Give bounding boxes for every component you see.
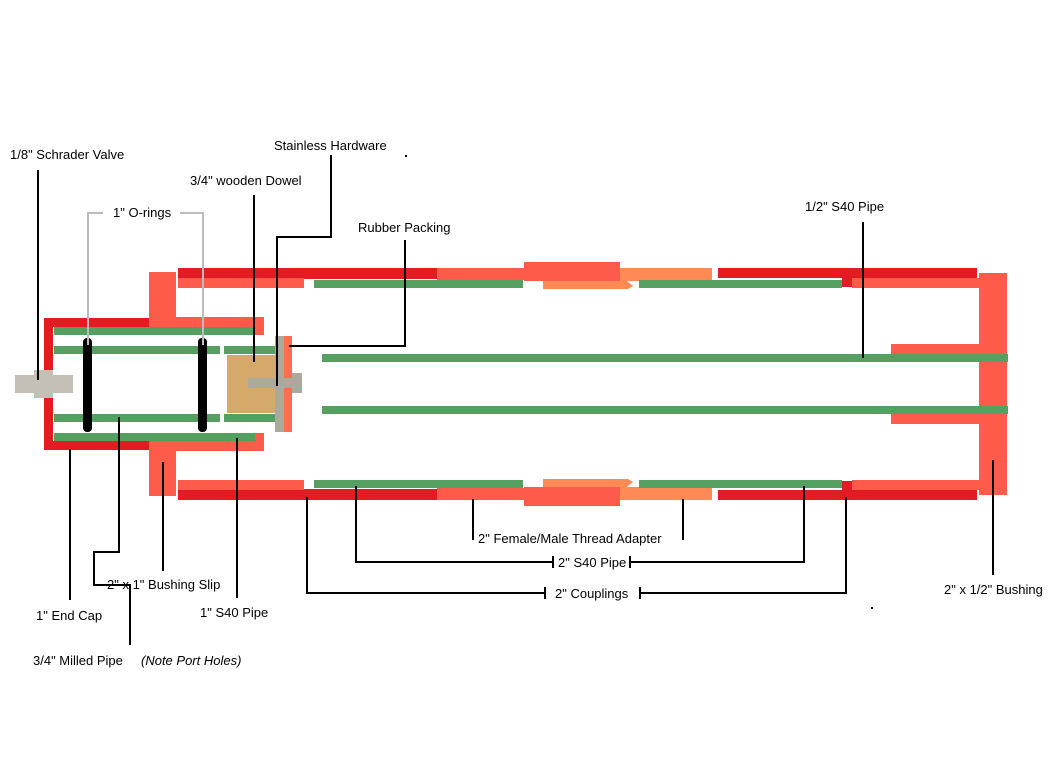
half-bushing-hub <box>891 344 981 354</box>
bushing-slip-flange <box>149 272 176 328</box>
coupling-left <box>178 268 437 279</box>
end-cap-side <box>44 318 53 384</box>
leader-couplings-r <box>640 497 847 594</box>
leader-stainless <box>276 155 332 386</box>
label-rubber-packing: Rubber Packing <box>358 220 451 235</box>
two-s40-pipe-right <box>639 280 842 288</box>
milled-pipe-wall-a <box>54 346 220 354</box>
label-wooden-dowel: 3/4" wooden Dowel <box>190 173 302 188</box>
label-bushing-slip: 2" x 1" Bushing Slip <box>107 577 220 592</box>
two-s40-pipe-left <box>314 280 523 288</box>
leader-milled <box>93 417 131 645</box>
outer-barrel-bottom <box>44 384 1008 506</box>
outer-barrel-top <box>44 262 1008 384</box>
label-o-rings: 1" O-rings <box>113 205 172 220</box>
stray-dot <box>871 607 873 609</box>
thread-adapter-male <box>543 281 633 289</box>
label-two-s40-pipe: 2" S40 Pipe <box>558 555 626 570</box>
coupling-left-socket <box>437 268 525 280</box>
half-bushing-sleeve <box>852 278 979 288</box>
label-milled-pipe-note: (Note Port Holes) <box>141 653 241 668</box>
o-ring-2 <box>198 338 207 432</box>
label-couplings: 2" Couplings <box>555 586 629 601</box>
end-cap-wall <box>44 318 149 327</box>
label-half-bushing: 2" x 1/2" Bushing <box>944 582 1043 597</box>
half-s40-pipe-wall <box>322 354 1008 362</box>
coupling-right-stop <box>842 278 853 287</box>
stainless-nut <box>292 373 302 393</box>
leader-couplings <box>306 497 545 594</box>
label-thread-adapter: 2" Female/Male Thread Adapter <box>478 531 662 546</box>
leader-two-s40-r <box>630 486 805 563</box>
thread-adapter-female <box>524 262 620 281</box>
leader-two-s40 <box>355 486 553 563</box>
one-s40-pipe-wall <box>54 327 255 335</box>
milled-pipe-wall-b <box>224 346 275 354</box>
thread-adapter-body <box>620 268 712 281</box>
stainless-bolt <box>248 378 292 388</box>
label-half-s40-pipe: 1/2" S40 Pipe <box>805 199 884 214</box>
bushing-slip-sleeve <box>178 278 304 288</box>
leader-lines <box>37 155 994 645</box>
label-end-cap: 1" End Cap <box>36 608 102 623</box>
stray-dot <box>405 155 407 157</box>
label-milled-pipe: 3/4" Milled Pipe <box>33 653 123 668</box>
label-stainless-hardware: Stainless Hardware <box>274 138 387 153</box>
label-schrader-valve: 1/8" Schrader Valve <box>10 147 124 162</box>
half-bushing-flange <box>979 273 1007 384</box>
o-ring-1 <box>83 338 92 432</box>
leader-rubber <box>289 240 406 347</box>
leader-o-rings <box>87 212 204 345</box>
label-one-s40-pipe: 1" S40 Pipe <box>200 605 268 620</box>
coupling-right <box>718 268 977 278</box>
schrader-valve-collar <box>34 370 53 398</box>
